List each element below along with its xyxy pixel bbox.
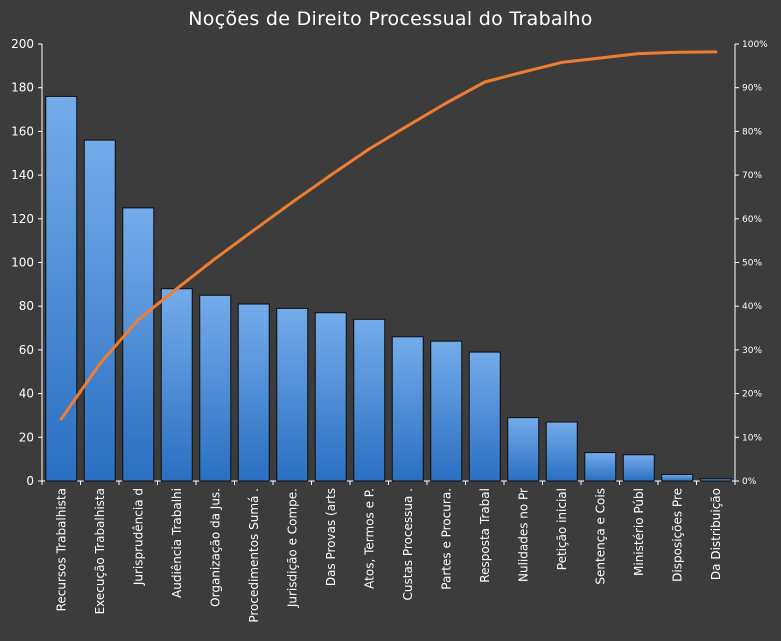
y2-tick-label: 50% [742,259,762,269]
cumulative-point [59,417,63,421]
bar [122,207,155,482]
x-tick-label: Atos, Termos e P. [362,488,376,589]
bar [160,288,193,482]
cumulative-point [252,228,256,232]
y2-tick-label: 20% [742,390,762,400]
y2-tick-label: 70% [742,171,762,181]
cumulative-point [406,124,410,128]
x-tick-label: Procedimentos Sumá . [247,488,261,623]
y-tick-label: 120 [11,212,34,226]
cumulative-point [175,287,179,291]
bar [584,452,617,482]
y-tick-label: 100 [11,256,34,270]
bar [622,454,655,482]
y2-tick-label: 80% [742,127,762,137]
cumulative-point [637,52,641,56]
bar [661,473,694,482]
y-tick-label: 140 [11,168,34,182]
bar [507,417,540,482]
cumulative-point [483,80,487,84]
x-tick-label: Da Distribuição [709,488,723,580]
y2-tick-label: 40% [742,302,762,312]
cumulative-point [598,56,602,60]
cumulative-point [714,50,718,54]
bar [430,340,463,482]
cumulative-point [213,257,217,261]
x-tick-label: Disposições Pre [670,488,684,582]
x-tick-label: Partes e Procura. [439,488,453,590]
bar [237,303,270,482]
y-tick-label: 160 [11,124,34,138]
x-tick-label: Nulidades no Pr [516,488,530,582]
x-tick-label: Recursos Trabalhista [54,488,68,611]
bar [314,312,347,482]
bar [545,421,578,482]
cumulative-line [59,50,718,421]
chart-title: Noções de Direito Processual do Trabalho [188,8,593,30]
y2-tick-label: 100% [742,40,768,50]
bar [83,139,116,482]
x-tick-label: Das Provas (arts [324,488,338,586]
x-tick-label: Jurisdição e Compe. [285,488,299,608]
y2-tick-label: 0% [742,477,757,487]
cumulative-point [521,70,525,74]
cumulative-point [675,50,679,54]
cumulative-point [444,101,448,105]
x-tick-label: Organização da Jus. [208,488,222,607]
cumulative-point [98,362,102,366]
x-tick-label: Petição inicial [555,488,569,570]
bar [468,351,501,482]
y-tick-label: 180 [11,81,34,95]
x-tick-label: Execução Trabalhista [93,488,107,614]
y2-tick-label: 60% [742,215,762,225]
cumulative-point [367,147,371,151]
x-tick-label: Custas Processua . [401,488,415,600]
bar [699,478,732,482]
y-tick-label: 60 [19,343,34,357]
bar [199,294,232,482]
y2-tick-label: 30% [742,346,762,356]
y-tick-label: 20 [19,430,34,444]
x-tick-label: Resposta Trabal [478,488,492,583]
cumulative-point [329,173,333,177]
y-tick-label: 200 [11,37,34,51]
bar [276,307,309,482]
x-tick-label: Jurisprudência d [131,488,145,586]
y-tick-label: 40 [19,387,34,401]
bar [45,95,78,482]
bar [353,318,386,482]
x-tick-label: Audiência Trabalhi [170,488,184,598]
cumulative-point [290,200,294,204]
cumulative-point [136,318,140,322]
x-tick-label: Sentença e Cois [593,488,607,585]
x-tick-label: Ministério Públ [632,488,646,576]
y2-tick-label: 10% [742,433,762,443]
y2-tick-label: 90% [742,84,762,94]
y-tick-label: 0 [26,474,34,488]
bar [391,336,424,482]
y-tick-label: 80 [19,299,34,313]
cumulative-point [560,60,564,64]
